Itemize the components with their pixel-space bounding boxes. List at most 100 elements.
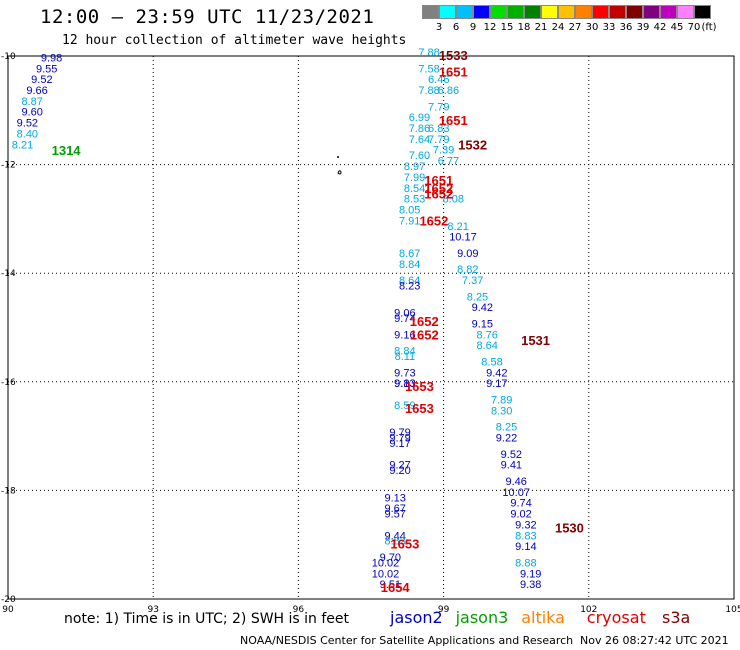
legend-swatch bbox=[677, 5, 694, 19]
lon-tick-label: 96 bbox=[293, 605, 305, 615]
legend-swatch bbox=[541, 5, 558, 19]
wave-height-value: 7.79 bbox=[428, 101, 449, 113]
wave-height-value: 8.97 bbox=[404, 161, 425, 173]
legend-label: 27 bbox=[568, 22, 582, 33]
lat-tick-label: -18 bbox=[1, 486, 16, 496]
legend-label: 24 bbox=[551, 22, 565, 33]
lon-tick-label: 99 bbox=[438, 605, 450, 615]
wave-height-value: 9.16 bbox=[394, 329, 415, 341]
legend-label: 15 bbox=[500, 22, 514, 33]
wave-height-value: 9.13 bbox=[384, 492, 405, 504]
legend-label: 6 bbox=[452, 22, 460, 33]
wave-height-value: 9.51 bbox=[380, 579, 401, 591]
island-marker bbox=[337, 156, 342, 175]
wave-height-value: 9.74 bbox=[394, 313, 415, 325]
wave-height-value: 8.84 bbox=[399, 259, 420, 271]
wave-height-value: 9.79 bbox=[389, 427, 410, 439]
pass-time-label: 1651 bbox=[424, 173, 453, 188]
legend-unit: (ft) bbox=[701, 22, 717, 33]
satellite-name-jason2: jason2 bbox=[390, 608, 443, 627]
legend-swatch bbox=[490, 5, 507, 19]
satellite-name-altika: altika bbox=[521, 608, 565, 627]
wave-height-value: 7.58 bbox=[418, 63, 439, 75]
wave-height-value: 10.17 bbox=[449, 232, 477, 244]
wave-height-value: 8.83 bbox=[384, 536, 405, 548]
wave-height-value: 9.22 bbox=[496, 433, 517, 445]
wave-height-value: 9.17 bbox=[389, 438, 410, 450]
wave-height-value: 8.25 bbox=[496, 422, 517, 434]
wave-height-value: 9.52 bbox=[501, 449, 522, 461]
pass-time-label: 1654 bbox=[381, 580, 411, 595]
wave-height-value: 9.02 bbox=[510, 509, 531, 521]
pass-time-label: 1652 bbox=[410, 328, 439, 343]
legend-label: 12 bbox=[483, 22, 497, 33]
legend-swatch bbox=[507, 5, 524, 19]
legend-swatch bbox=[643, 5, 660, 19]
satellite-name-jason3: jason3 bbox=[455, 608, 509, 627]
legend-label: 18 bbox=[517, 22, 531, 33]
wave-height-value: 9.19 bbox=[520, 568, 541, 580]
wave-height-value: 9.14 bbox=[515, 541, 536, 553]
wave-height-value: 7.60 bbox=[409, 150, 430, 162]
wave-height-value: 9.60 bbox=[21, 107, 42, 119]
wave-height-value: 9.52 bbox=[17, 118, 38, 130]
wave-height-value: 10.02 bbox=[372, 557, 400, 569]
legend-swatch bbox=[609, 5, 626, 19]
map-grid bbox=[8, 56, 734, 599]
wave-height-value: 9.67 bbox=[384, 503, 405, 515]
wave-height-value: 7.79 bbox=[428, 134, 449, 146]
wave-height-value: 9.13 bbox=[394, 378, 415, 390]
wave-height-value: 10.02 bbox=[372, 568, 400, 580]
wave-height-value: 9.27 bbox=[389, 460, 410, 472]
pass-time-label: 1533 bbox=[439, 48, 468, 63]
pass-time-label: 1530 bbox=[555, 520, 584, 535]
wave-height-value: 8.76 bbox=[476, 329, 497, 341]
wave-height-value: 8.21 bbox=[447, 221, 468, 233]
lat-tick-label: -14 bbox=[1, 269, 16, 279]
legend-swatch bbox=[558, 5, 575, 19]
legend-label: 9 bbox=[469, 22, 477, 33]
wave-height-value: 9.42 bbox=[486, 367, 507, 379]
wave-height-value: 9.70 bbox=[380, 552, 401, 564]
wave-height-value: 8.11 bbox=[395, 351, 416, 363]
legend-label: 36 bbox=[619, 22, 633, 33]
lat-tick-label: -16 bbox=[1, 378, 16, 388]
lat-tick-label: -12 bbox=[1, 161, 16, 171]
wave-height-value: 8.30 bbox=[491, 405, 512, 417]
map-frame bbox=[7, 55, 735, 600]
pass-time-label: 1651 bbox=[439, 113, 468, 128]
legend-label: 33 bbox=[602, 22, 616, 33]
axis-ticks: 90 93 96 99 102 105 -10 -12 -14 -16 -18 -20 bbox=[1, 52, 740, 615]
wave-height-value: 9.52 bbox=[31, 74, 52, 86]
wave-height-value: 8.64 bbox=[476, 340, 497, 352]
wave-height-value: 8.88 bbox=[515, 557, 536, 569]
wave-height-value: 6.77 bbox=[438, 156, 459, 168]
pass-time-label: 1314 bbox=[52, 143, 82, 158]
wave-height-value: 10.07 bbox=[502, 487, 530, 499]
wave-height-value: 8.53 bbox=[404, 194, 425, 206]
legend-label: 45 bbox=[670, 22, 684, 33]
legend-label: 21 bbox=[534, 22, 548, 33]
legend-label: 39 bbox=[636, 22, 650, 33]
wave-height-value: 9.44 bbox=[384, 530, 405, 542]
wave-height-value: 8.23 bbox=[399, 280, 420, 292]
lon-tick-label: 105 bbox=[725, 605, 740, 615]
wave-height-value: 9.55 bbox=[36, 63, 57, 75]
wave-height-value: 9.46 bbox=[505, 476, 526, 488]
wave-height-value: 8.58 bbox=[481, 357, 502, 369]
wave-height-value: 9.98 bbox=[41, 52, 62, 64]
wave-height-value: 8.82 bbox=[457, 264, 478, 276]
satellite-name-s3a: s3a bbox=[662, 608, 691, 627]
pass-time-label: 1652 bbox=[410, 314, 439, 329]
footer-org: NOAA/NESDIS Center for Satellite Applica… bbox=[240, 634, 574, 647]
legend-swatch bbox=[660, 5, 677, 19]
wave-height-value: 9.17 bbox=[486, 378, 507, 390]
wave-height-value: 7.86 bbox=[409, 123, 430, 135]
wave-height-value: 7.64 bbox=[409, 134, 430, 146]
legend-swatch bbox=[456, 5, 473, 19]
lon-tick-label: 102 bbox=[580, 605, 597, 615]
lon-tick-label: 93 bbox=[147, 605, 158, 615]
wave-height-value: 9.15 bbox=[472, 319, 493, 331]
wave-height-points: 9.989.559.529.668.879.609.528.408.217.88… bbox=[12, 47, 542, 591]
